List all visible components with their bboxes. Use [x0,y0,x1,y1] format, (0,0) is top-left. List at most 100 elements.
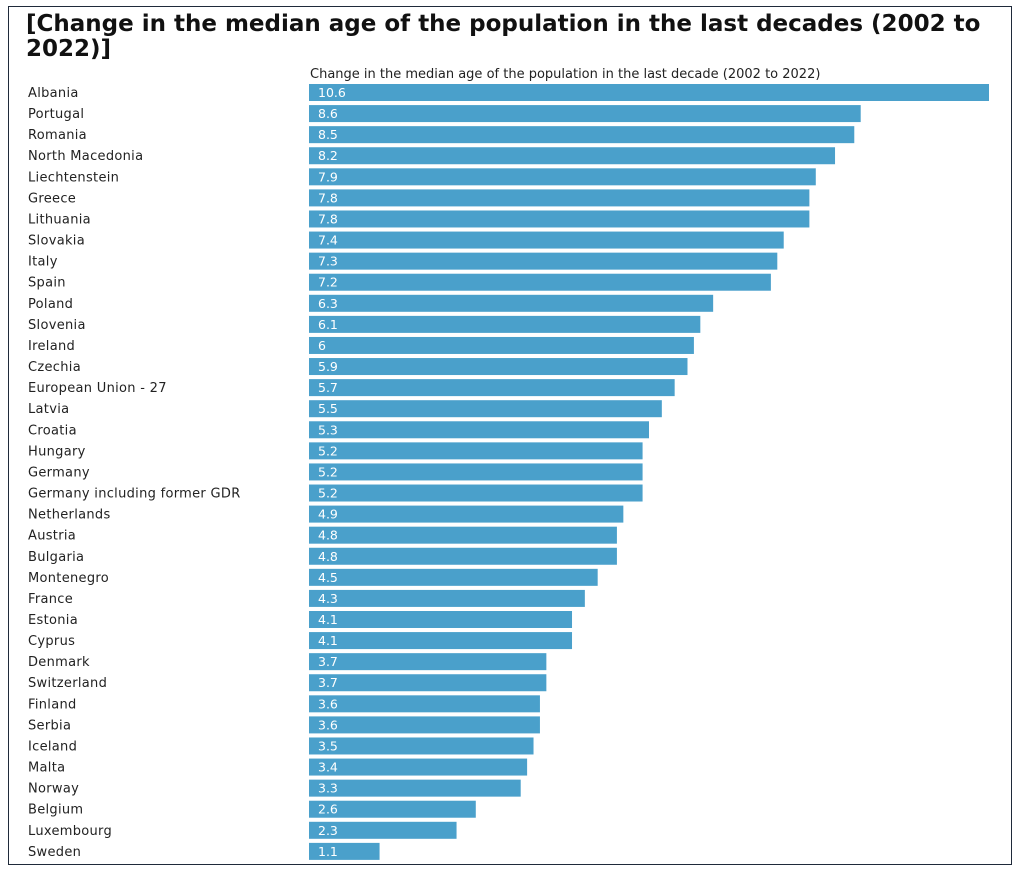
bar-value-label: 4.8 [318,528,338,543]
category-label: Luxembourg [28,824,112,839]
category-label: Switzerland [28,676,107,691]
bar-value-label: 3.5 [318,738,338,753]
bar [309,526,617,544]
category-label: North Macedonia [28,149,143,164]
category-label: Montenegro [28,571,109,586]
bar [309,358,688,376]
bar-value-label: 3.6 [318,696,338,711]
category-label: Ireland [28,339,75,354]
category-label: European Union - 27 [28,381,167,396]
bar [309,695,540,713]
category-label: Spain [28,276,66,291]
bar-value-label: 7.3 [318,254,338,269]
category-label: Albania [28,86,79,101]
bar [309,821,457,839]
bar [309,611,573,628]
bar-value-label: 4.5 [318,570,338,585]
category-label: Lithuania [28,212,91,227]
bar [309,147,836,165]
bar-value-label: 3.4 [318,760,338,775]
category-label: Romania [28,128,87,143]
category-label: Poland [28,297,73,312]
category-label: Slovenia [28,318,86,333]
bar [309,252,778,270]
bar [309,779,521,797]
bar-value-label: 3.7 [318,675,338,690]
bar [309,800,476,818]
bar-value-label: 3.3 [318,781,338,796]
bar [309,842,380,860]
bar [309,210,810,228]
category-label: Czechia [28,360,81,375]
chart-title: [Change in the median age of the populat… [26,11,981,62]
bar-value-label: 7.4 [318,233,338,248]
bar [309,547,617,565]
bar [309,294,714,312]
bar [309,84,989,101]
category-label: Serbia [28,718,71,733]
bar-value-label: 5.3 [318,422,338,437]
bar [309,716,540,734]
bar [309,674,547,692]
bar-value-label: 3.6 [318,717,338,732]
bar [309,442,643,460]
bar [309,421,649,439]
bar-value-label: 8.6 [318,106,338,121]
bar-value-label: 7.2 [318,275,338,290]
bar-value-label: 4.1 [318,633,338,648]
bar [309,168,816,186]
bar-value-label: 4.3 [318,591,338,606]
category-label: Italy [28,255,58,270]
category-label: Netherlands [28,508,111,523]
bar-value-label: 8.2 [318,148,338,163]
bar-value-label: 6 [318,338,326,353]
category-label: Belgium [28,803,83,818]
bar-value-label: 2.3 [318,823,338,838]
bar-value-label: 5.5 [318,401,338,416]
bar-value-label: 5.9 [318,359,338,374]
category-label: Liechtenstein [28,170,119,185]
bar-value-label: 1.1 [318,844,338,859]
bar-value-label: 4.9 [318,507,338,522]
bar-value-label: 5.2 [318,464,338,479]
bar [309,463,643,481]
category-label: Finland [28,697,77,712]
category-label: France [28,592,73,607]
bar-value-label: 7.8 [318,190,338,205]
category-label: Croatia [28,423,77,438]
category-label: Sweden [28,845,81,860]
bar-value-label: 5.2 [318,443,338,458]
bar [309,189,810,207]
bar [309,632,573,650]
category-label: Greece [28,191,76,206]
category-label: Latvia [28,402,69,417]
bar [309,737,534,755]
bar-value-label: 8.5 [318,127,338,142]
category-label: Cyprus [28,634,75,649]
bar [309,484,643,502]
bar [309,379,675,397]
bar-value-label: 5.7 [318,380,338,395]
category-label: Malta [28,761,65,776]
series-title: Change in the median age of the populati… [310,67,820,82]
bar-value-label: 4.1 [318,612,338,627]
category-label: Norway [28,782,79,797]
category-label: Estonia [28,613,78,628]
bar-value-label: 2.6 [318,802,338,817]
bar-value-label: 7.8 [318,211,338,226]
bar-value-label: 7.9 [318,169,338,184]
bar [309,653,547,671]
bar [309,589,585,607]
category-label: Iceland [28,739,77,754]
category-label: Germany including former GDR [28,487,241,502]
category-label: Germany [28,465,90,480]
bar [309,400,662,418]
bar [309,273,771,291]
bar-value-label: 3.7 [318,654,338,669]
bar [309,126,855,144]
bar [309,336,694,354]
bar-value-label: 6.1 [318,317,338,332]
bar [309,505,624,523]
bar-value-label: 6.3 [318,296,338,311]
